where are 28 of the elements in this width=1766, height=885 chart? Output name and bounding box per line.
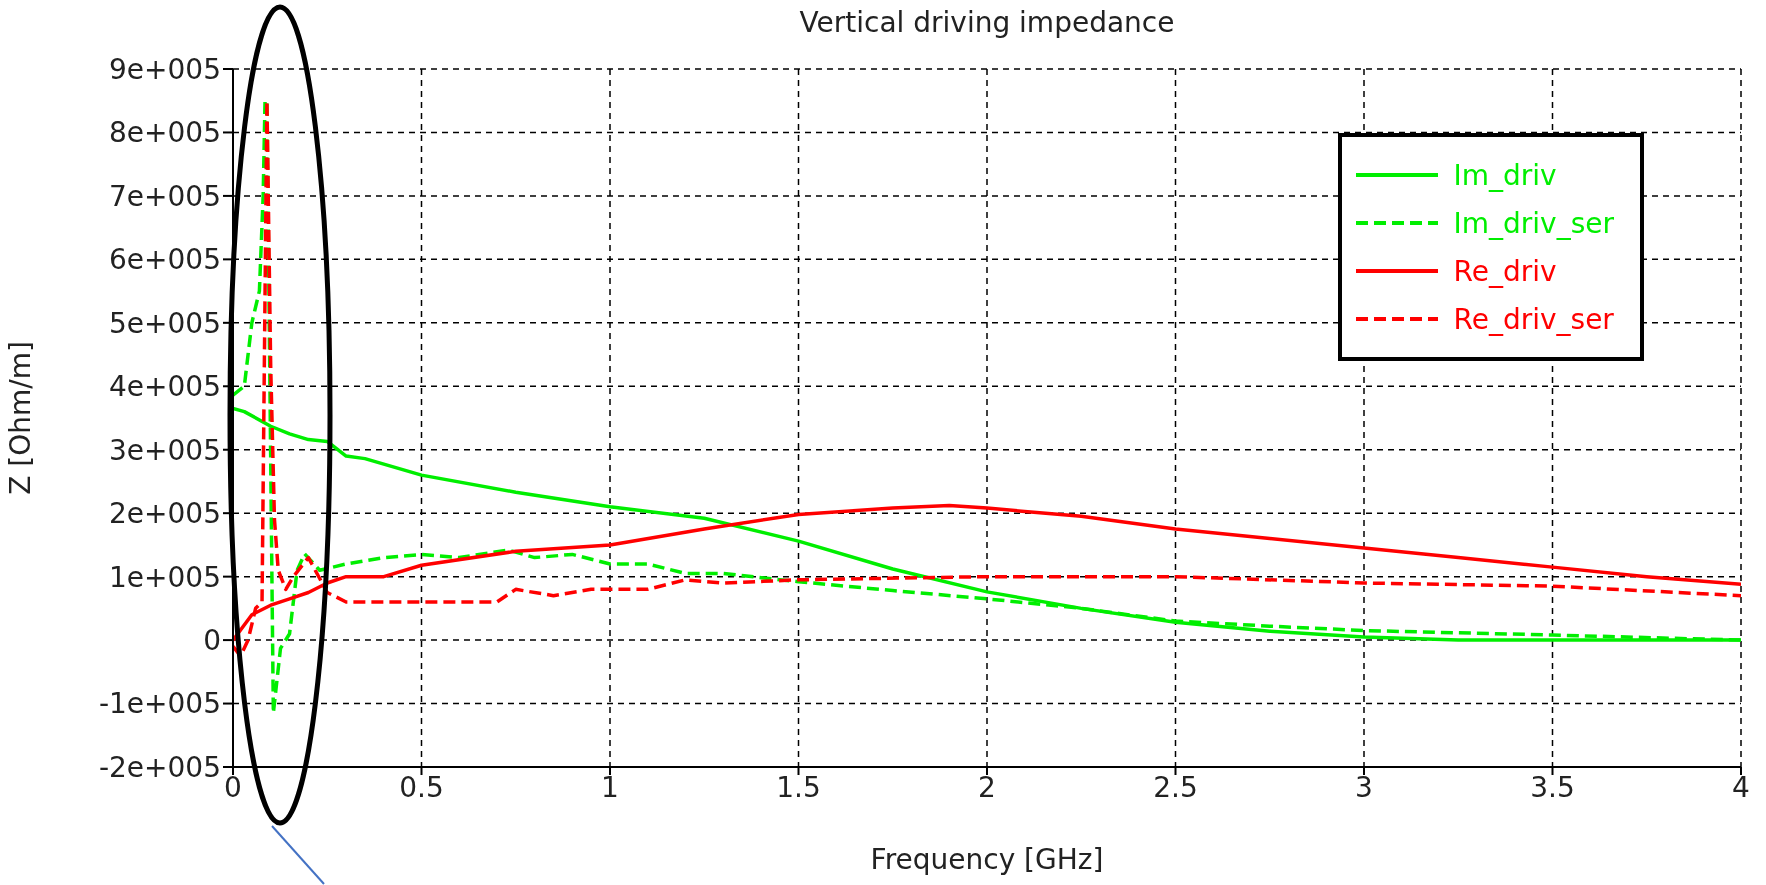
- x-tick-label: 2.5: [1153, 770, 1198, 804]
- y-tick-label: -1e+005: [98, 687, 221, 721]
- x-tick-label: 2: [978, 770, 996, 804]
- x-tick-label: 1.5: [776, 770, 821, 804]
- x-tick-label: 3: [1355, 770, 1373, 804]
- legend-label: Re_driv_ser: [1453, 302, 1614, 336]
- y-axis-title: Z [Ohm/m]: [3, 341, 37, 495]
- x-axis-title: Frequency [GHz]: [870, 843, 1104, 876]
- y-tick-label: 8e+005: [109, 116, 221, 150]
- y-tick-label: 7e+005: [109, 179, 221, 213]
- legend-label: Re_driv: [1453, 254, 1557, 288]
- legend-label: Im_driv: [1453, 158, 1557, 192]
- legend-label: Im_driv_ser: [1453, 206, 1614, 240]
- y-tick-label: 0: [203, 624, 221, 658]
- y-tick-label: 4e+005: [109, 370, 221, 404]
- y-tick-label: 3e+005: [109, 433, 221, 467]
- y-tick-label: 6e+005: [109, 243, 221, 277]
- x-tick-label: 4: [1732, 770, 1750, 804]
- y-tick-label: 1e+005: [109, 560, 221, 594]
- x-tick-label: 0.5: [399, 770, 444, 804]
- y-tick-label: 5e+005: [109, 306, 221, 340]
- x-tick-label: 1: [601, 770, 619, 804]
- x-tick-label: 3.5: [1530, 770, 1575, 804]
- y-tick-label: 2e+005: [109, 497, 221, 531]
- x-tick-label: 0: [224, 770, 242, 804]
- y-tick-label: 9e+005: [109, 52, 221, 86]
- chart-title: Vertical driving impedance: [798, 6, 1176, 39]
- y-tick-label: -2e+005: [98, 750, 221, 784]
